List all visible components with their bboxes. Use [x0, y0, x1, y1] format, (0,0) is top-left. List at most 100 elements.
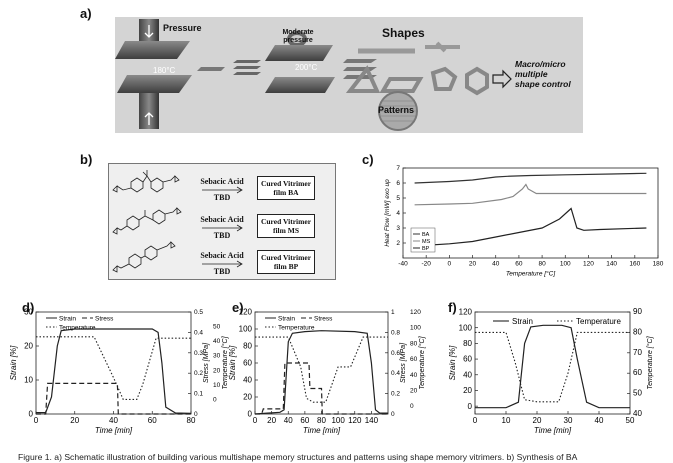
y2-axis-label: Stress [MPa]	[400, 342, 407, 383]
chart-e: 0 20 40 60 80 100 120 14002040608010012000.20.4…	[228, 308, 426, 435]
y2-tick-label: 0.4	[194, 329, 203, 336]
x-tick-label: 40	[109, 416, 118, 425]
y-tick-label: 20	[24, 342, 33, 351]
x-tick-label: 0	[473, 416, 478, 425]
y3-tick-label: 30	[213, 353, 221, 360]
schematic-illustration	[115, 19, 512, 131]
press2-plate-top	[265, 45, 333, 61]
catalyst-bp: TBD	[213, 267, 231, 276]
y-tick-label: 40	[243, 376, 252, 385]
hexagon-shape	[465, 66, 489, 96]
y2-tick-label: 40	[633, 409, 642, 418]
reagent-ba: Sebacic Acid	[200, 177, 244, 186]
y-axis-label: Strain [%]	[448, 345, 457, 380]
plot-frame	[35, 311, 192, 415]
arrow-up-icon	[144, 112, 154, 125]
x-tick-label: 0	[34, 416, 39, 425]
product-ba: Cured Vitrimer film BA	[257, 176, 315, 200]
cross-shape	[425, 41, 460, 53]
press-plate-bottom	[117, 75, 192, 93]
x-tick-label: 80	[187, 416, 196, 425]
y2-tick-label: 90	[633, 307, 642, 316]
series-line-temperature	[475, 331, 630, 403]
y2-tick-label: 0.3	[194, 350, 203, 357]
panel-label-f: f)	[448, 300, 457, 315]
y3-tick-label: 60	[410, 356, 418, 363]
shapes-label: Shapes	[382, 26, 425, 40]
y-tick-label: 100	[239, 325, 253, 334]
press-rod-bottom	[139, 93, 159, 129]
x-tick-label: 40	[284, 416, 293, 425]
x-tick-label: 0	[253, 416, 258, 425]
product-bp: Cured Vitrimer film BP	[257, 250, 315, 274]
y-tick-label: 4	[396, 210, 400, 217]
x-tick-label: 140	[606, 261, 617, 268]
legend-label: Strain	[59, 316, 76, 323]
y3-tick-label: 50	[213, 324, 221, 331]
synthesis-scheme	[112, 170, 243, 273]
series-line-strain	[475, 324, 630, 409]
y2-tick-label: 0.1	[194, 391, 203, 398]
y-axis-label: Strain [%]	[9, 345, 18, 380]
series-line-strain	[254, 330, 388, 415]
x-tick-label: 0	[448, 261, 452, 268]
y-tick-label: 20	[463, 386, 472, 395]
y-tick-label: 60	[463, 355, 472, 364]
y-tick-label: 0	[29, 410, 34, 419]
series-line-ms	[414, 183, 647, 206]
chart-d: 0 20 40 60 80010203000.10.20.30.40.501020304…	[9, 308, 229, 435]
plot-frame	[254, 311, 389, 415]
y2-tick-label: 50	[633, 389, 642, 398]
press2-plate-bottom	[265, 77, 335, 93]
y2-tick-label: 0.8	[391, 329, 400, 336]
y2-axis-label: Stress [MPa]	[203, 342, 210, 383]
legend-label: Stress	[95, 316, 114, 323]
legend-label: Temperature	[59, 325, 96, 332]
legend-label: Strain	[278, 316, 295, 323]
x-tick-label: 60	[515, 261, 523, 268]
x-tick-label: 120	[348, 416, 362, 425]
x-tick-label: 40	[595, 416, 604, 425]
legend-label: Temperature	[576, 317, 621, 326]
y2-tick-label: 0.6	[391, 350, 400, 357]
film-laminate	[343, 67, 377, 71]
molecule-bp	[112, 241, 243, 273]
x-tick-label: 20	[533, 416, 542, 425]
y-tick-label: 120	[459, 308, 473, 317]
catalyst-ba: TBD	[213, 193, 231, 202]
figure-caption: Figure 1. a) Schematic illustration of b…	[18, 452, 578, 462]
y2-tick-label: 80	[633, 327, 642, 336]
triangle-shape	[345, 65, 381, 93]
x-tick-label: 20	[267, 416, 276, 425]
x-tick-label: 10	[502, 416, 511, 425]
film-stack	[233, 60, 261, 75]
chart-f: 0 10 20 30 40 50020406080100120405060708090Ti…	[448, 307, 654, 435]
y3-tick-label: 80	[410, 340, 418, 347]
panel-label-c: c)	[362, 152, 374, 167]
panel-label-a: a)	[80, 6, 92, 21]
y3-tick-label: 100	[410, 325, 421, 332]
x-tick-label: 100	[560, 261, 571, 268]
y2-tick-label: 0	[391, 411, 395, 418]
y3-tick-label: 120	[410, 309, 421, 316]
y-tick-label: 80	[243, 342, 252, 351]
y-tick-label: 3	[396, 225, 400, 232]
y3-axis-label: Temperature [°C]	[418, 335, 426, 389]
result-label: Macro/micro multiple shape control	[515, 59, 571, 89]
legend-label: Temperature	[278, 325, 315, 332]
y-tick-label: 100	[459, 323, 473, 332]
y2-tick-label: 0	[194, 411, 198, 418]
series-line-bp	[414, 207, 647, 247]
reagent-ms: Sebacic Acid	[200, 215, 244, 224]
legend-box	[410, 227, 436, 253]
molecule-ms	[112, 207, 243, 235]
y2-tick-label: 0.2	[194, 370, 203, 377]
press-plate-top	[115, 41, 190, 59]
x-tick-label: 80	[317, 416, 326, 425]
y-tick-label: 40	[463, 370, 472, 379]
series-line-stress	[36, 382, 191, 415]
y3-tick-label: 20	[410, 387, 418, 394]
y-tick-label: 2	[396, 240, 400, 247]
x-tick-label: 60	[300, 416, 309, 425]
y2-tick-label: 60	[633, 368, 642, 377]
